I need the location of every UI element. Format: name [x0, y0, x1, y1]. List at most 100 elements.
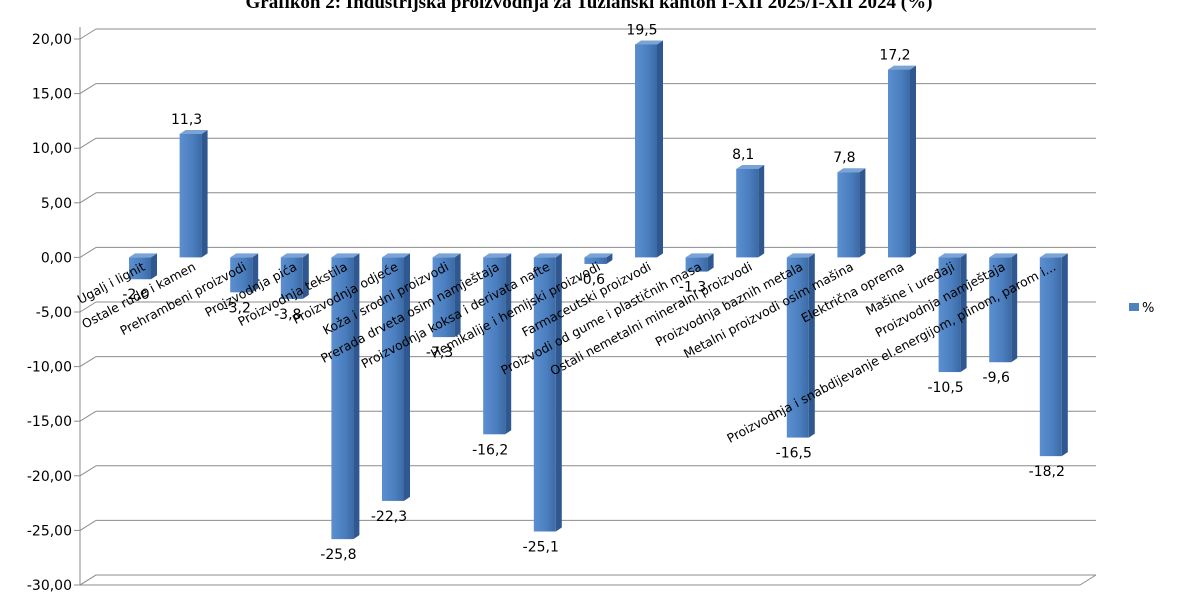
bar-top — [736, 164, 765, 169]
bar-top — [382, 253, 410, 258]
data-label: 17,2 — [879, 48, 910, 64]
gridline-depth — [79, 301, 97, 313]
bar-top — [129, 253, 157, 258]
y-tick-label: 5,00 — [41, 196, 72, 212]
bar-side — [404, 253, 410, 501]
bar-side — [302, 253, 309, 299]
bar-side — [808, 253, 815, 438]
y-tick-label: -30,00 — [27, 578, 72, 594]
data-label: -9,6 — [983, 370, 1010, 386]
bar-side — [910, 65, 916, 258]
bar — [331, 257, 354, 540]
bar-top — [280, 253, 309, 258]
data-label: 7,8 — [833, 150, 855, 166]
bar-side — [606, 253, 613, 264]
bar — [280, 257, 303, 299]
data-label: 19,5 — [626, 22, 657, 38]
data-label: -10,5 — [927, 380, 963, 396]
legend-swatch — [1129, 303, 1139, 311]
bar-side — [353, 253, 360, 540]
data-label: 8,1 — [732, 147, 754, 163]
data-label: -16,5 — [776, 446, 812, 462]
bar — [483, 257, 506, 435]
data-label: -3,2 — [224, 300, 251, 316]
bar — [989, 257, 1012, 363]
bar — [786, 257, 809, 438]
bar-side — [505, 253, 512, 435]
gridline-depth — [79, 410, 97, 422]
bar — [533, 257, 556, 532]
y-tick-label: -20,00 — [27, 469, 72, 485]
y-tick-label: -5,00 — [36, 305, 72, 321]
bar-side — [201, 130, 208, 258]
gridline-depth — [79, 83, 97, 95]
y-tick-label: 20,00 — [32, 32, 72, 48]
data-label: -3,8 — [274, 307, 301, 323]
bar-top — [533, 253, 562, 258]
bar — [382, 257, 404, 501]
bar — [888, 69, 910, 258]
bar — [938, 257, 961, 373]
bar-side — [252, 253, 259, 293]
gridline-depth — [79, 356, 97, 368]
bar-side — [454, 253, 461, 338]
bar — [1039, 257, 1062, 457]
bar-top — [1039, 253, 1068, 258]
bar-top — [483, 253, 512, 258]
gridline-depth — [79, 192, 97, 204]
bar-top — [989, 253, 1018, 258]
bar-side — [657, 40, 663, 258]
bar-side — [1011, 253, 1018, 363]
bar — [736, 168, 759, 258]
bar-side — [960, 253, 967, 373]
bar-side — [859, 168, 866, 258]
bar-side — [707, 253, 714, 272]
bar-top — [837, 168, 866, 173]
data-label: 11,3 — [171, 112, 202, 128]
bar-side — [151, 253, 157, 280]
data-label: -18,2 — [1029, 464, 1065, 480]
bar-side — [555, 253, 562, 532]
bar-top — [584, 253, 613, 258]
bar — [179, 134, 202, 258]
chart-title: Grafikon 2: Industrijska proizvodnja za … — [245, 0, 933, 13]
y-tick-label: -10,00 — [27, 360, 72, 376]
gridline-depth — [79, 28, 97, 40]
bar — [432, 257, 455, 338]
bar-top — [685, 253, 714, 258]
y-tick-label: -15,00 — [27, 414, 72, 430]
data-label: -7,3 — [426, 345, 453, 361]
data-label: -25,1 — [523, 539, 559, 555]
y-tick-label: 10,00 — [32, 141, 72, 157]
bar-top — [432, 253, 461, 258]
bar — [635, 44, 657, 258]
y-tick-label: -25,00 — [27, 523, 72, 539]
gridline-depth — [79, 246, 97, 258]
data-label: -16,2 — [472, 442, 508, 458]
bar — [584, 257, 607, 264]
gridline-depth — [79, 574, 97, 586]
data-label: -0,6 — [578, 272, 605, 288]
bar — [837, 172, 860, 258]
bar-top — [938, 253, 967, 258]
bar-top — [786, 253, 815, 258]
bar-side — [1061, 253, 1068, 457]
gridline-depth — [79, 519, 97, 531]
bar-top — [230, 253, 259, 258]
gridline-depth — [79, 465, 97, 477]
floor-edge-right — [1079, 574, 1097, 586]
data-label: -2,0 — [122, 287, 149, 303]
bar-top — [635, 40, 663, 45]
data-label: -1,3 — [679, 280, 706, 296]
legend-label: % — [1142, 301, 1154, 316]
gridline-depth — [79, 137, 97, 149]
bar-side — [758, 164, 765, 258]
bar — [129, 257, 151, 280]
y-tick-label: 0,00 — [41, 250, 72, 266]
bar — [685, 257, 708, 272]
bar — [230, 257, 253, 293]
bar-top — [179, 130, 208, 135]
data-label: -25,8 — [320, 547, 356, 563]
data-label: -22,3 — [371, 509, 407, 525]
